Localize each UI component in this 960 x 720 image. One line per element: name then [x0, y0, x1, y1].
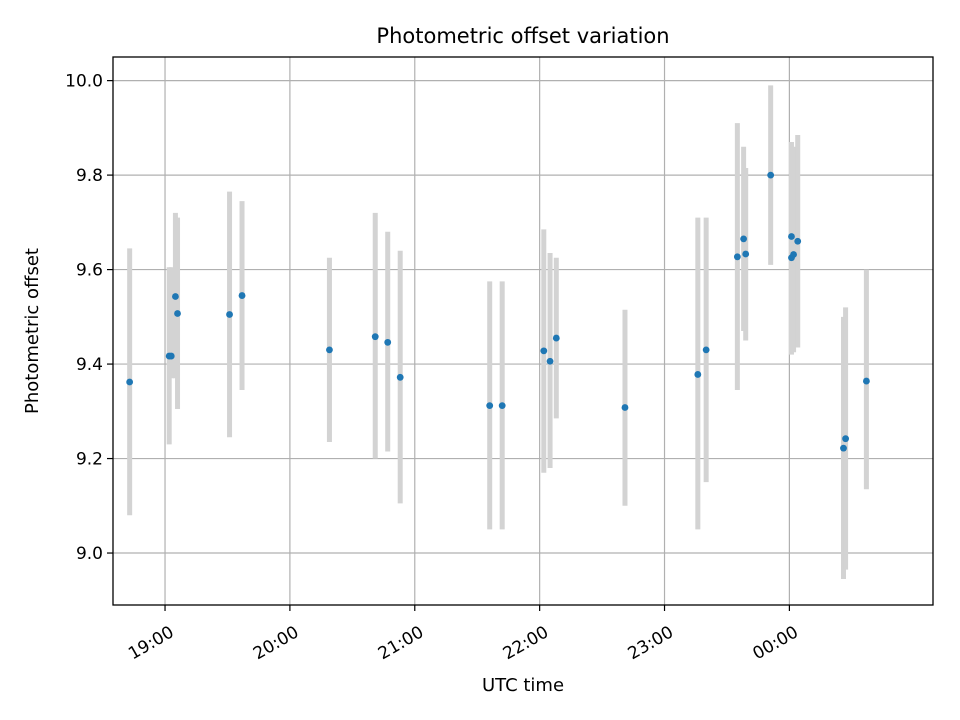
data-point [842, 435, 849, 443]
data-point [371, 333, 379, 341]
data-point [540, 347, 548, 355]
x-tick-label: 23:00 [625, 622, 677, 664]
y-tick-label: 9.6 [76, 261, 103, 281]
data-point [788, 233, 795, 240]
data-point [238, 292, 246, 299]
data-point [498, 402, 506, 410]
data-point [396, 373, 404, 381]
y-tick-label: 9.4 [76, 355, 103, 375]
data-point [172, 293, 179, 300]
y-tick-label: 10.0 [65, 72, 103, 92]
data-point [790, 251, 797, 258]
data-point [226, 311, 233, 318]
data-point [621, 404, 629, 411]
x-axis-label: UTC time [482, 675, 564, 696]
x-tick-label: 21:00 [375, 622, 427, 664]
data-point [546, 357, 554, 365]
x-tick-label: 19:00 [125, 622, 177, 664]
data-point [794, 237, 802, 245]
data-point [167, 352, 175, 360]
grid [113, 57, 933, 605]
data-point [174, 310, 181, 317]
data-point [733, 253, 741, 261]
chart-title: Photometric offset variation [376, 24, 669, 48]
data-point [840, 444, 847, 452]
data-point [702, 346, 710, 354]
data-point [767, 171, 775, 179]
data-point [863, 377, 870, 385]
plot-area-frame [112, 56, 934, 606]
y-tick-label: 9.8 [76, 166, 103, 186]
data-point [326, 346, 333, 354]
x-tick-label: 22:00 [500, 622, 552, 664]
y-axis-label: Photometric offset [22, 248, 43, 414]
data-point [742, 250, 750, 258]
data-point [552, 334, 560, 342]
x-tick-label: 00:00 [749, 622, 801, 664]
y-tick-label: 9.0 [76, 544, 103, 564]
data-point [486, 402, 494, 410]
data-point [694, 371, 702, 378]
data-point [740, 235, 748, 243]
errorbars [127, 85, 869, 580]
data-point [384, 338, 392, 346]
data-point [126, 378, 134, 386]
y-tick-label: 9.2 [76, 450, 103, 470]
data-points [126, 171, 870, 452]
x-tick-label: 20:00 [250, 622, 302, 664]
